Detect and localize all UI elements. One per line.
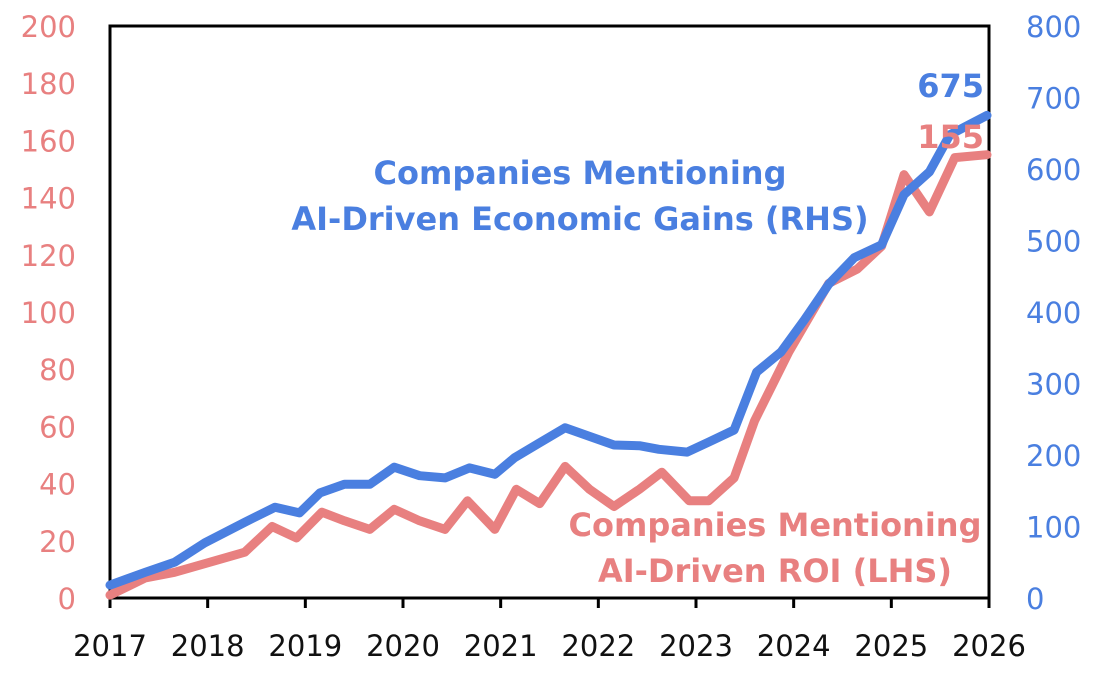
x-axis-tick-label: 2023 [659,629,733,663]
left-axis-tick-label: 160 [21,124,76,158]
left-axis-tick-label: 140 [21,182,76,216]
x-axis-tick-label: 2017 [73,629,147,663]
left-axis-tick-label: 40 [39,468,76,502]
roi-lhs-line [105,150,992,600]
right-axis-tick-label: 0 [1026,582,1044,616]
right-axis-tick-label: 800 [1026,10,1081,44]
lhs-series-label-line2: AI-Driven ROI (LHS) [598,552,952,590]
x-axis-tick-label: 2018 [171,629,245,663]
x-axis-tick-label: 2026 [952,629,1026,663]
left-axis-tick-label: 20 [39,525,76,559]
right-axis-tick-labels: 0 100 200 300 400 500 600 700 800 [1026,10,1081,616]
x-axis-tick-label: 2020 [366,629,440,663]
right-axis-tick-label: 400 [1026,296,1081,330]
left-axis-tick-label: 180 [21,67,76,101]
x-axis-tick-label: 2025 [854,629,928,663]
rhs-series-label-line2: AI-Driven Economic Gains (RHS) [291,200,868,238]
right-axis-tick-label: 300 [1026,368,1081,402]
right-axis-tick-label: 100 [1026,511,1081,545]
x-axis-tick-label: 2022 [561,629,635,663]
left-axis-tick-label: 80 [39,353,76,387]
rhs-end-value-label: 675 [917,67,984,105]
plot-frame [108,24,991,600]
left-axis-tick-label: 0 [58,582,76,616]
right-axis-tick-label: 500 [1026,225,1081,259]
left-axis-tick-label: 120 [21,239,76,273]
x-axis-tick-label: 2019 [268,629,342,663]
left-axis-tick-labels: 0 20 40 60 80 100 120 140 160 180 200 [21,10,76,616]
lhs-series-label-line1: Companies Mentioning [569,506,982,544]
right-axis-tick-label: 200 [1026,439,1081,473]
x-axis-tick-label: 2024 [757,629,831,663]
rhs-series-label-line1: Companies Mentioning [374,154,787,192]
x-axis-ticks: 2017 2018 2019 2020 2021 2022 2023 2024 2025 2026 [73,598,1026,663]
left-axis-tick-label: 60 [39,410,76,444]
right-axis-tick-label: 700 [1026,82,1081,116]
left-axis-tick-label: 200 [21,10,76,44]
right-axis-tick-label: 600 [1026,153,1081,187]
economic-gains-rhs-line [105,110,992,590]
lhs-end-value-label: 155 [917,118,984,156]
x-axis-tick-label: 2021 [464,629,538,663]
left-axis-tick-label: 100 [21,296,76,330]
